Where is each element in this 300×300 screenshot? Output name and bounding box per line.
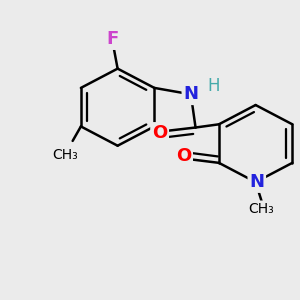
Text: CH₃: CH₃ (52, 148, 78, 162)
Text: O: O (152, 124, 167, 142)
Text: F: F (107, 30, 119, 48)
Text: O: O (176, 147, 191, 165)
Text: N: N (249, 173, 264, 191)
Text: N: N (183, 85, 198, 103)
Text: H: H (207, 77, 220, 95)
Text: CH₃: CH₃ (249, 202, 274, 216)
